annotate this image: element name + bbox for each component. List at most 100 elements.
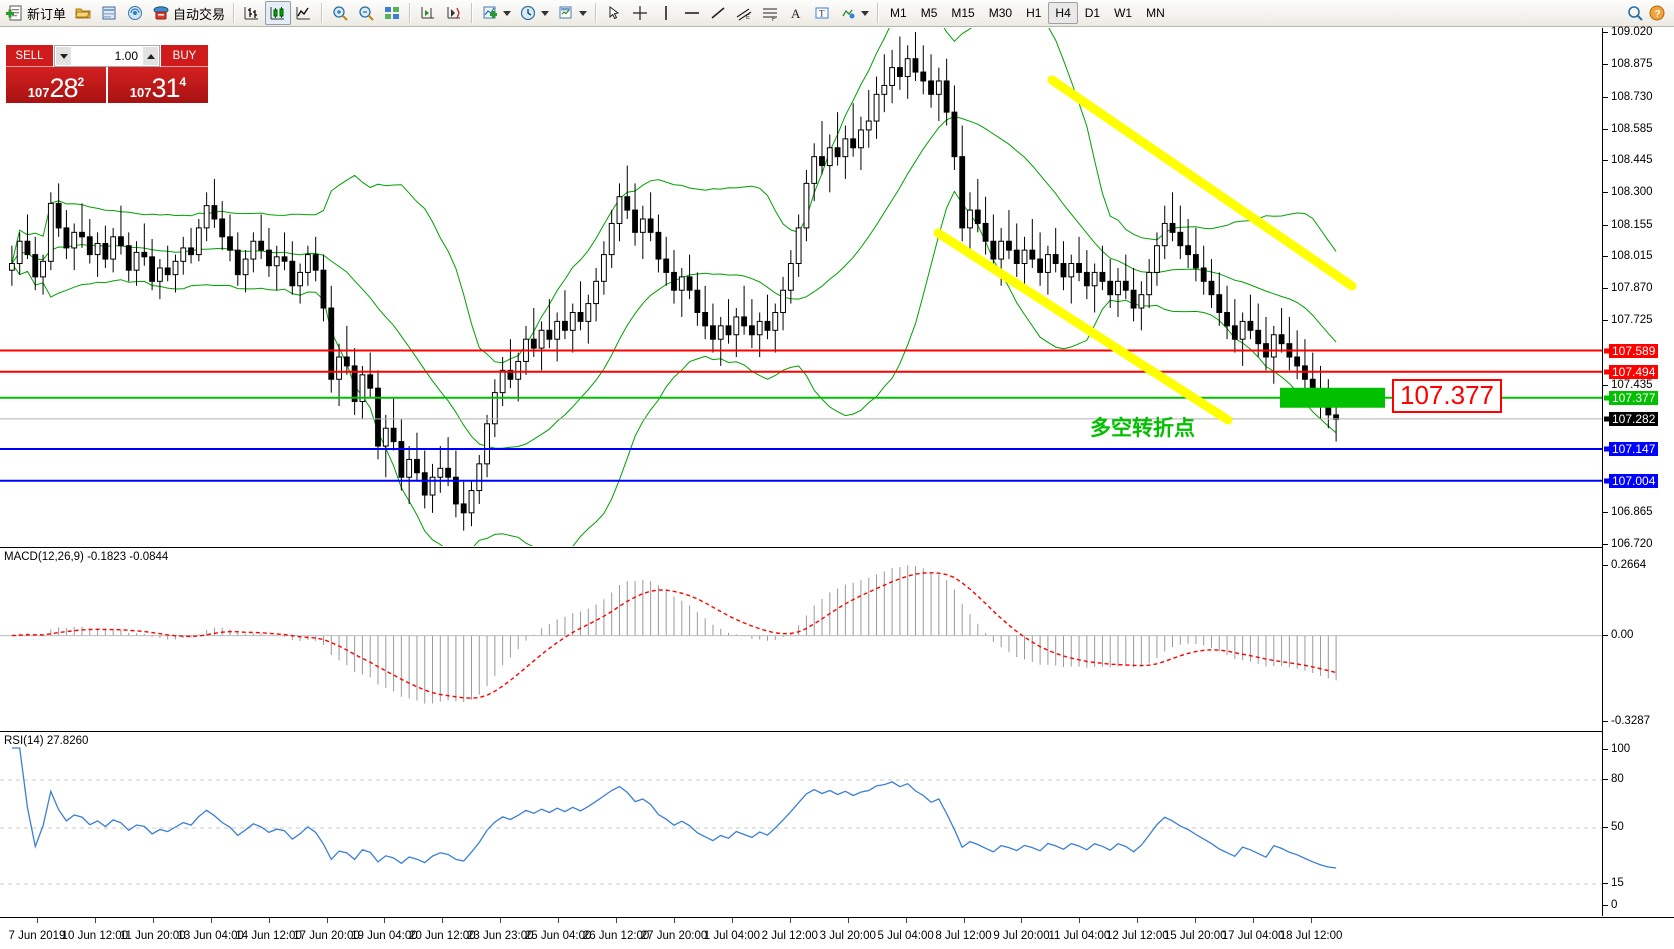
level-label-107.147[interactable]: 107.147	[1609, 441, 1659, 456]
auto-trading-button[interactable]: 自动交易	[148, 1, 229, 25]
text-label-button[interactable]: T	[809, 1, 835, 25]
timeframe-m1[interactable]: M1	[890, 6, 907, 20]
time-tick-label: 11 Jun 20:00	[119, 930, 186, 942]
period-button[interactable]	[515, 1, 553, 25]
price-tick	[1603, 224, 1608, 226]
scale-tick	[1603, 779, 1608, 780]
zoom-out-button[interactable]	[353, 1, 379, 25]
price-tick	[1603, 64, 1608, 66]
timeframe-d1[interactable]: D1	[1084, 6, 1101, 20]
help-icon[interactable]: ?	[1648, 4, 1666, 22]
chevron-down-icon[interactable]	[503, 10, 512, 16]
timeframe-m30[interactable]: M30	[988, 6, 1013, 20]
level-label-107.004[interactable]: 107.004	[1609, 473, 1659, 488]
scale-tick	[1603, 634, 1608, 636]
volume-input[interactable]: 1.00	[72, 46, 142, 66]
vertical-line-button[interactable]	[653, 1, 679, 25]
text-label-icon: T	[813, 4, 831, 22]
timeframe-m5[interactable]: M5	[920, 6, 938, 20]
price-tick-label: 108.015	[1611, 249, 1653, 262]
zoom-in-button[interactable]	[327, 1, 353, 25]
timeframe-mn[interactable]: MN	[1146, 6, 1165, 20]
time-tick-label: 25 Jun 04:00	[524, 930, 592, 942]
signals-button[interactable]	[122, 1, 148, 25]
price-scale[interactable]: 109.020 108.875 108.730 108.585 108.445 108.3…	[1602, 26, 1674, 916]
timeframe-h4[interactable]: H4	[1048, 2, 1078, 24]
horizontal-line-button[interactable]	[679, 1, 705, 25]
fibonacci-button[interactable]: F	[757, 1, 783, 25]
horizontal-line-icon	[683, 4, 701, 22]
indicators-button[interactable]	[477, 1, 515, 25]
main-chart-pane[interactable]: 多空转折点	[0, 28, 1602, 546]
equidistant-channel-button[interactable]: E	[731, 1, 757, 25]
timeframe-h1[interactable]: H1	[1026, 6, 1042, 20]
data-window-button[interactable]	[96, 1, 122, 25]
time-tick-label: 12 Jul 12:00	[1105, 930, 1169, 942]
shapes-button[interactable]	[835, 1, 873, 25]
macd-chart-svg[interactable]	[0, 548, 1602, 730]
line-chart-button[interactable]	[291, 1, 317, 25]
level-label-107.282[interactable]: 107.282	[1609, 411, 1659, 426]
buy-price-display[interactable]: 107 31 4	[108, 67, 208, 103]
shift-end-button[interactable]	[415, 1, 441, 25]
shift-end-icon	[419, 4, 437, 22]
time-tick	[1021, 918, 1023, 923]
autoscroll-button[interactable]	[441, 1, 467, 25]
buy-fraction: 4	[179, 75, 187, 89]
equidistant-channel-icon: E	[735, 4, 753, 22]
time-tick-label: 7 Jun 2019	[8, 930, 66, 942]
new-order-button[interactable]: 新订单	[2, 1, 70, 25]
crosshair-button[interactable]	[627, 1, 653, 25]
price-tick	[1603, 320, 1608, 322]
search-icon[interactable]	[1626, 4, 1644, 22]
level-label-107.589[interactable]: 107.589	[1609, 343, 1659, 358]
cursor-button[interactable]	[601, 1, 627, 25]
volume-increase-button[interactable]	[142, 46, 159, 66]
timeframe-m15[interactable]: M15	[951, 6, 975, 20]
zoom-in-icon	[331, 4, 349, 22]
time-tick	[500, 918, 502, 923]
candlestick-series	[8, 32, 1340, 531]
price-tick	[1603, 384, 1608, 386]
timeframe-w1[interactable]: W1	[1114, 6, 1133, 20]
level-label-107.377[interactable]: 107.377	[1609, 390, 1659, 405]
scale-tick	[1603, 721, 1608, 722]
fibonacci-icon: F	[761, 4, 779, 22]
volume-decrease-button[interactable]	[55, 46, 72, 66]
chevron-down-icon-4[interactable]	[861, 10, 870, 16]
candlestick-chart-button[interactable]	[265, 1, 292, 25]
templates-button[interactable]	[553, 1, 591, 25]
time-tick-label: 20 Jun 12:00	[409, 930, 476, 942]
sell-button[interactable]: SELL	[6, 45, 53, 67]
rsi-chart-svg[interactable]	[0, 732, 1602, 916]
buy-button[interactable]: BUY	[161, 45, 208, 67]
macd-pane[interactable]: MACD(12,26,9) -0.1823 -0.0844	[0, 547, 1602, 730]
price-tick-label: 108.445	[1611, 154, 1653, 166]
bar-chart-button[interactable]	[239, 1, 265, 25]
bollinger-upper-band	[11, 28, 1337, 364]
sell-price-display[interactable]: 107 28 2	[6, 67, 106, 103]
chevron-down-icon-2[interactable]	[541, 10, 550, 16]
price-tick-label: 107.870	[1611, 282, 1653, 294]
one-click-trading-panel[interactable]: SELL 1.00 BUY 107 28 2 107 31 4	[6, 45, 208, 103]
chevron-down-icon-3[interactable]	[579, 10, 588, 16]
price-chart-svg[interactable]: 多空转折点	[0, 28, 1602, 546]
time-tick-label: 5 Jul 04:00	[877, 930, 934, 942]
time-tick-label: 23 Jun 23:00	[466, 930, 534, 942]
price-tick	[1603, 96, 1608, 98]
rsi-pane[interactable]: RSI(14) 27.8260	[0, 731, 1602, 916]
trendline-button[interactable]	[705, 1, 731, 25]
zoom-out-icon	[357, 4, 375, 22]
scale-tick	[1603, 565, 1608, 566]
macd-label: MACD(12,26,9) -0.1823 -0.0844	[4, 551, 169, 563]
time-scale[interactable]: 7 Jun 2019 10 Jun 12:00 11 Jun 20:00 13 Jun…	[0, 917, 1674, 949]
folder-button[interactable]	[70, 1, 96, 25]
rsi-tick-0: 0	[1611, 899, 1618, 911]
time-tick	[1311, 918, 1313, 923]
level-label-107.494[interactable]: 107.494	[1609, 364, 1659, 379]
time-tick	[36, 918, 38, 923]
volume-stepper[interactable]: 1.00	[54, 45, 160, 67]
current-price-callout: 107.377	[1392, 378, 1502, 413]
text-button[interactable]: A	[783, 1, 809, 25]
tile-windows-button[interactable]	[379, 1, 405, 25]
